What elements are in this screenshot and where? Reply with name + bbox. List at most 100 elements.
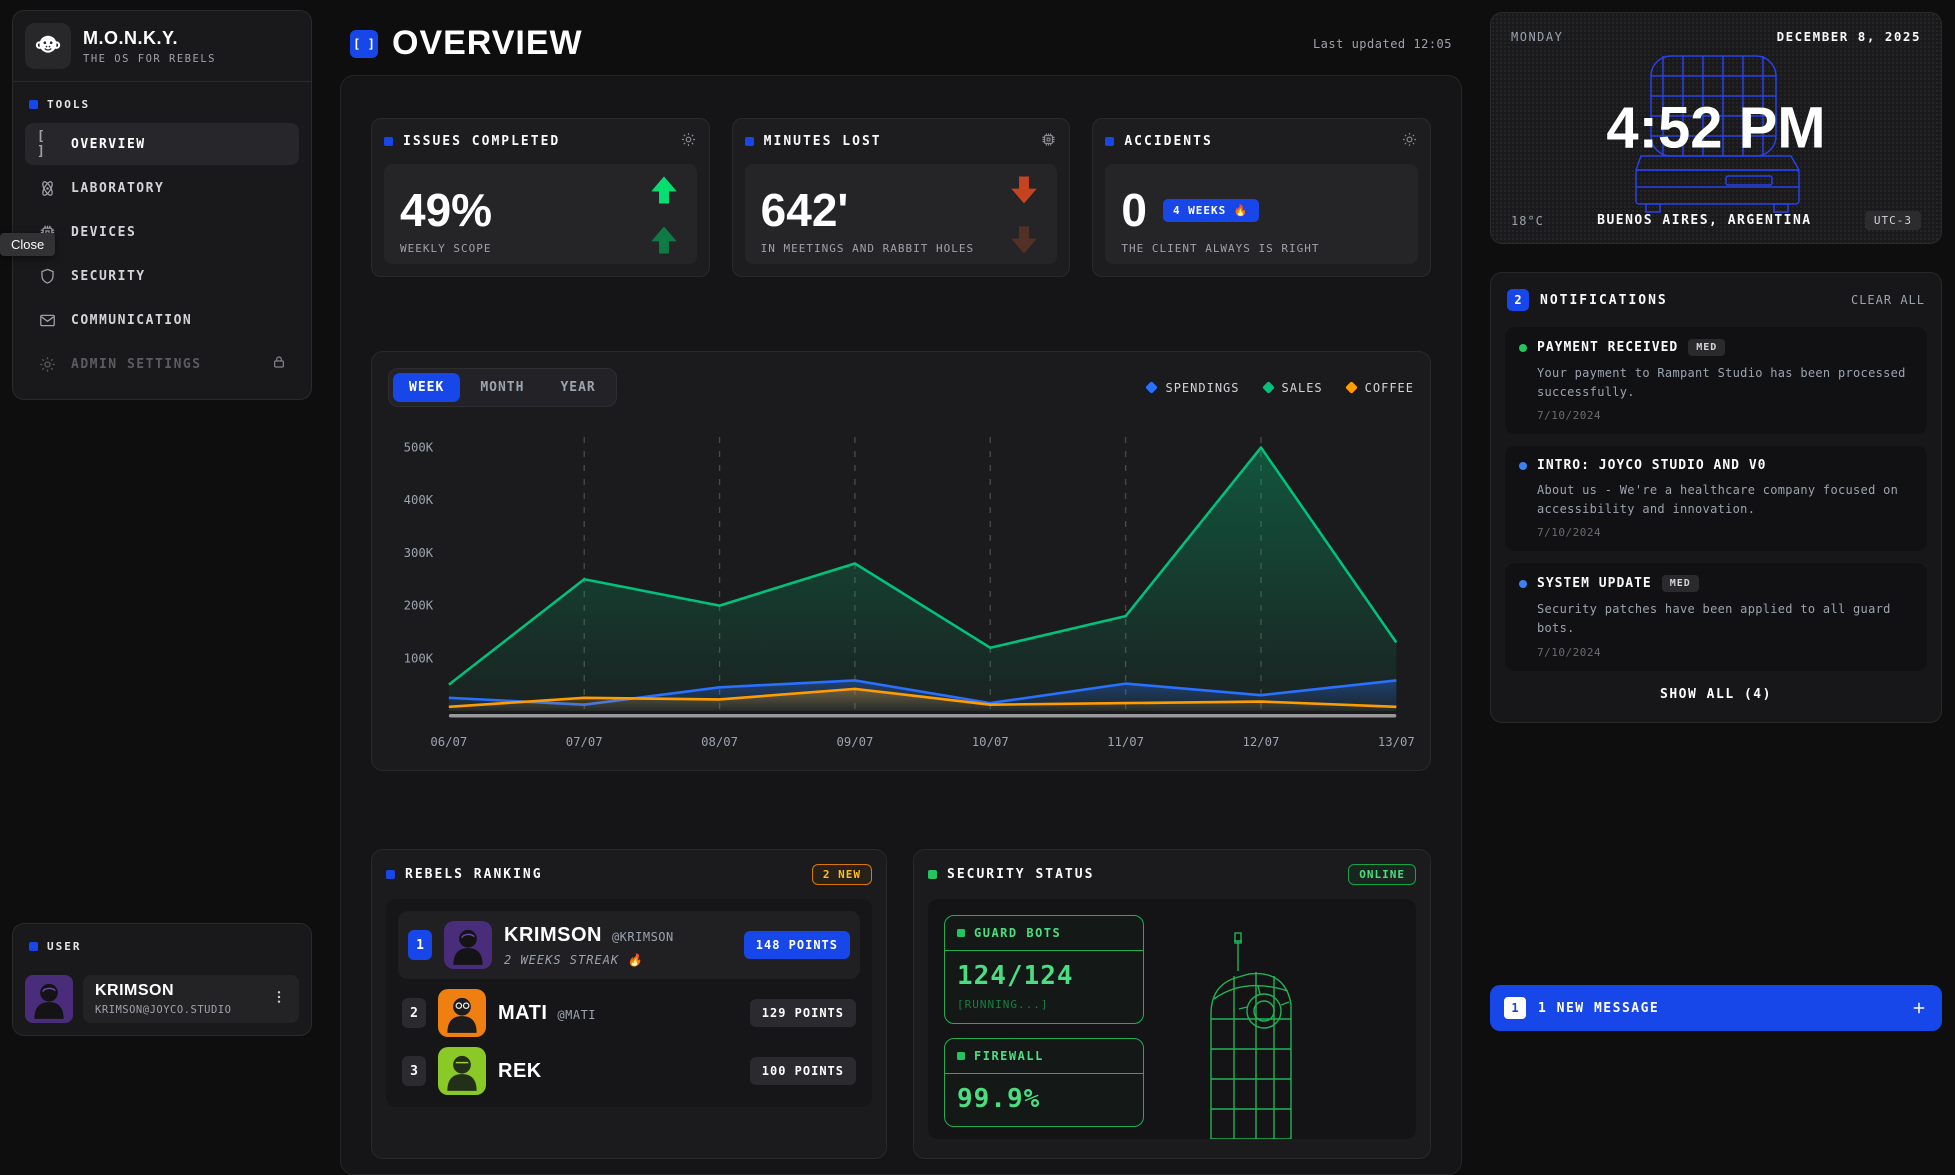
notification-date: 7/10/2024 (1537, 526, 1602, 540)
firewall-value: 99.9% (957, 1084, 1041, 1114)
message-count-badge: 1 (1504, 997, 1526, 1019)
kebab-menu-icon[interactable] (271, 989, 287, 1009)
avatar (438, 989, 486, 1037)
arrow-down-icon (1011, 176, 1038, 204)
notification-title-row: SYSTEM UPDATE MED (1519, 575, 1913, 593)
stat-value-number: 0 (1121, 184, 1147, 236)
notification-body: Your payment to Rampant Studio has been … (1537, 366, 1906, 399)
rank-number: 3 (402, 1056, 426, 1086)
priority-badge: MED (1661, 575, 1699, 593)
gear-icon[interactable] (680, 131, 697, 152)
legend-label: SPENDINGS (1165, 380, 1240, 395)
sidebar-nav: TOOLS [ ] OVERVIEW LABORATORY (13, 82, 311, 399)
stat-caption: THE CLIENT ALWAYS IS RIGHT (1121, 242, 1320, 255)
card-bullet (386, 870, 395, 879)
rank-number: 1 (408, 930, 432, 960)
stat-card-accidents: ACCIDENTS 0 4 WEEKS 🔥 THE CLIENT ALWAYS … (1092, 118, 1432, 277)
sidebar-item-devices[interactable]: DEVICES (25, 211, 299, 253)
online-badge: ONLINE (1348, 864, 1416, 885)
mail-icon (37, 311, 57, 330)
guard-bots-label: GUARD BOTS (974, 926, 1062, 940)
notification-title: PAYMENT RECEIVED (1537, 340, 1679, 355)
sidebar-item-communication[interactable]: COMMUNICATION (25, 299, 299, 341)
table-row[interactable]: 1 KRIMSON @KRIMSON 2 WEEKS STREAK 🔥 148 … (398, 911, 860, 979)
svg-text:06/07: 06/07 (430, 735, 467, 749)
stat-body: 642' IN MEETINGS AND RABBIT HOLES (744, 164, 1058, 264)
ranking-title: REBELS RANKING (405, 867, 543, 882)
points-badge: 100 POINTS (749, 1057, 856, 1085)
table-row[interactable]: 3 REK 100 POINTS (398, 1047, 860, 1095)
sidebar: M.O.N.K.Y. THE OS FOR REBELS TOOLS [ ] O… (12, 10, 312, 400)
rank-name-row: MATI @MATI (498, 1002, 596, 1025)
app-name: M.O.N.K.Y. (83, 27, 179, 48)
tab-week[interactable]: WEEK (393, 373, 461, 402)
notification-title: SYSTEM UPDATE (1537, 576, 1652, 592)
sun-icon[interactable] (1401, 131, 1418, 152)
notification-date: 7/10/2024 (1537, 645, 1602, 659)
status-dot (1519, 343, 1527, 352)
section-bullet (29, 100, 38, 109)
user-section-label: USER (25, 936, 299, 965)
list-item[interactable]: PAYMENT RECEIVED MED Your payment to Ram… (1505, 327, 1927, 435)
stat-card-minutes-lost: MINUTES LOST 642' IN MEETINGS AND RABBIT… (731, 118, 1071, 277)
clock-date: DECEMBER 8, 2025 (1776, 29, 1921, 44)
right-column: MONDAY DECEMBER 8, 2025 4:52 PM 18°C BUE… (1490, 12, 1942, 723)
legend-swatch (1145, 381, 1159, 394)
clock-bottom-row: 18°C BUENOS AIRES, ARGENTINA UTC-3 (1511, 211, 1921, 230)
sidebar-item-overview[interactable]: [ ] OVERVIEW (25, 123, 299, 165)
avatar (444, 921, 492, 969)
svg-text:100K: 100K (404, 651, 434, 665)
svg-text:10/07: 10/07 (972, 735, 1009, 749)
sidebar-item-admin-settings[interactable]: ADMIN SETTINGS (25, 343, 299, 385)
notification-date: 7/10/2024 (1537, 409, 1602, 423)
list-item[interactable]: INTRO: JOYCO STUDIO AND V0 About us - We… (1505, 446, 1927, 552)
stat-card-header: MINUTES LOST (744, 131, 1058, 152)
legend-sales[interactable]: SALES (1261, 381, 1323, 395)
firewall-label: FIREWALL (974, 1049, 1044, 1063)
tab-year[interactable]: YEAR (560, 380, 596, 395)
rebels-ranking-card: REBELS RANKING 2 NEW 1 KRIMSON @KRIMSON (371, 849, 887, 1159)
app-tagline: THE OS FOR REBELS (83, 52, 216, 65)
app-logo-row: M.O.N.K.Y. THE OS FOR REBELS (13, 11, 311, 82)
table-row[interactable]: 2 MATI @MATI 129 POINTS (398, 989, 860, 1037)
temperature: 18°C (1511, 213, 1544, 228)
guard-bots-header: GUARD BOTS (945, 916, 1143, 951)
notification-title: INTRO: JOYCO STUDIO AND V0 (1537, 458, 1767, 474)
card-bullet (384, 137, 393, 146)
sidebar-item-label: OVERVIEW (71, 136, 146, 152)
list-item[interactable]: SYSTEM UPDATE MED Security patches have … (1505, 563, 1927, 671)
legend-coffee[interactable]: COFFEE (1344, 380, 1414, 395)
new-message-bar[interactable]: 1 1 NEW MESSAGE (1490, 985, 1942, 1031)
svg-text:400K: 400K (404, 493, 434, 507)
user-row: KRIMSON KRIMSON@JOYCO.STUDIO (25, 975, 299, 1023)
arrow-up-icon (650, 226, 677, 254)
radio-wireframe (1634, 55, 1801, 213)
clear-all-button[interactable]: CLEAR ALL (1850, 293, 1925, 307)
svg-text:09/07: 09/07 (836, 735, 873, 749)
legend-label: COFFEE (1364, 380, 1414, 395)
plus-icon[interactable] (1910, 999, 1928, 1017)
user-email: KRIMSON@JOYCO.STUDIO (95, 1004, 232, 1016)
svg-text:13/07: 13/07 (1378, 735, 1414, 749)
status-square (957, 1052, 965, 1060)
firewall-header: FIREWALL (945, 1039, 1143, 1074)
stat-title: MINUTES LOST (763, 134, 882, 149)
sidebar-item-laboratory[interactable]: LABORATORY (25, 167, 299, 209)
chip-icon[interactable] (1040, 131, 1057, 152)
clock-top-row: MONDAY DECEMBER 8, 2025 (1511, 29, 1921, 44)
new-count-badge: 2 NEW (811, 864, 872, 885)
ranking-list: 1 KRIMSON @KRIMSON 2 WEEKS STREAK 🔥 148 … (386, 899, 872, 1107)
notification-body: Security patches have been applied to al… (1537, 602, 1891, 635)
brackets-icon: [ ] (37, 129, 47, 159)
legend-spendings[interactable]: SPENDINGS (1145, 380, 1240, 395)
user-label: USER (47, 940, 82, 953)
show-all-button[interactable]: SHOW ALL (4) (1660, 686, 1772, 702)
status-dot (1519, 461, 1527, 470)
tab-month[interactable]: MONTH (480, 380, 525, 395)
sidebar-item-label: COMMUNICATION (71, 312, 193, 328)
sidebar-item-label: LABORATORY (71, 180, 165, 196)
rank-name-row: REK (498, 1060, 542, 1083)
sidebar-item-security[interactable]: SECURITY (25, 255, 299, 297)
rank-handle: @KRIMSON (611, 929, 674, 944)
stat-card-header: ISSUES COMPLETED (384, 131, 697, 152)
